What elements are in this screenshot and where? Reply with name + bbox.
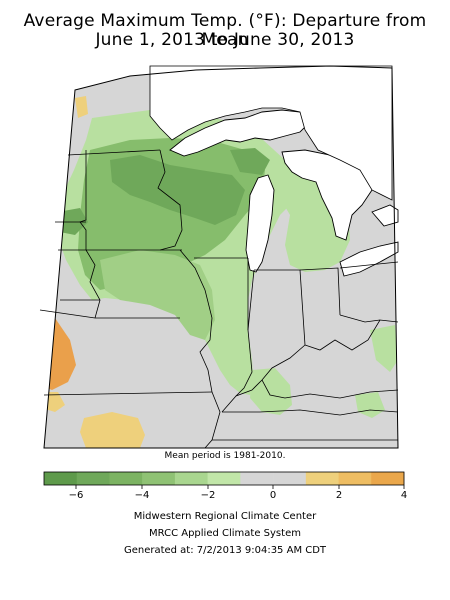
legend-color-box [338, 472, 372, 485]
anomaly-region-dark-green-west [58, 208, 88, 235]
legend-color-box [142, 472, 176, 485]
anomaly-region-dark-green-mi-up [230, 148, 270, 175]
legend-color-box [371, 472, 405, 485]
anomaly-region-light-green-east [370, 325, 398, 372]
legend-color-box [240, 472, 274, 485]
map-subtitle-date-range: June 1, 2013 to June 30, 2013 [95, 30, 355, 50]
lake-ontario [371, 204, 399, 227]
generated-timestamp: Generated at: 7/2/2013 9:04:35 AM CDT [123, 545, 327, 556]
lake-erie [339, 241, 399, 277]
legend-tick-label-neg4: −4 [135, 490, 150, 501]
mean-period-note: Mean period is 1981-2010. [164, 451, 286, 461]
legend-color-box [305, 472, 339, 485]
credit-acis: MRCC Applied Climate System [149, 528, 301, 539]
legend-tick-label-4: 4 [401, 490, 407, 501]
canada-area [149, 65, 393, 201]
legend-tick-label-neg6: −6 [69, 490, 84, 501]
legend-color-boxes [44, 472, 405, 485]
credit-mrcc: Midwestern Regional Climate Center [133, 511, 317, 522]
lake-michigan [245, 174, 275, 273]
anomaly-region-dark-green-north [110, 155, 245, 225]
legend-frame [43, 471, 405, 486]
legend-color-box [174, 472, 208, 485]
legend-tick-label-0: 0 [270, 490, 276, 501]
legend-color-box [76, 472, 110, 485]
legend-ticks [75, 485, 405, 489]
anomaly-region-light-green-south [250, 368, 292, 415]
anomaly-region-orange-south [80, 412, 145, 448]
legend-color-box [273, 472, 307, 485]
map-frame [43, 65, 399, 449]
legend-color-box [109, 472, 143, 485]
anomaly-region-orange-northwest [75, 96, 88, 118]
legend-color-box [44, 472, 78, 485]
lake-superior [169, 109, 313, 157]
legend-tick-label-neg2: −2 [201, 490, 216, 501]
state-borders [39, 149, 399, 449]
anomaly-region-medium-green-iowa-illinois [100, 250, 215, 340]
map-title: Average Maximum Temp. (°F): Departure fr… [23, 11, 427, 50]
legend-tick-label-2: 2 [336, 490, 342, 501]
legend-color-box [207, 472, 241, 485]
